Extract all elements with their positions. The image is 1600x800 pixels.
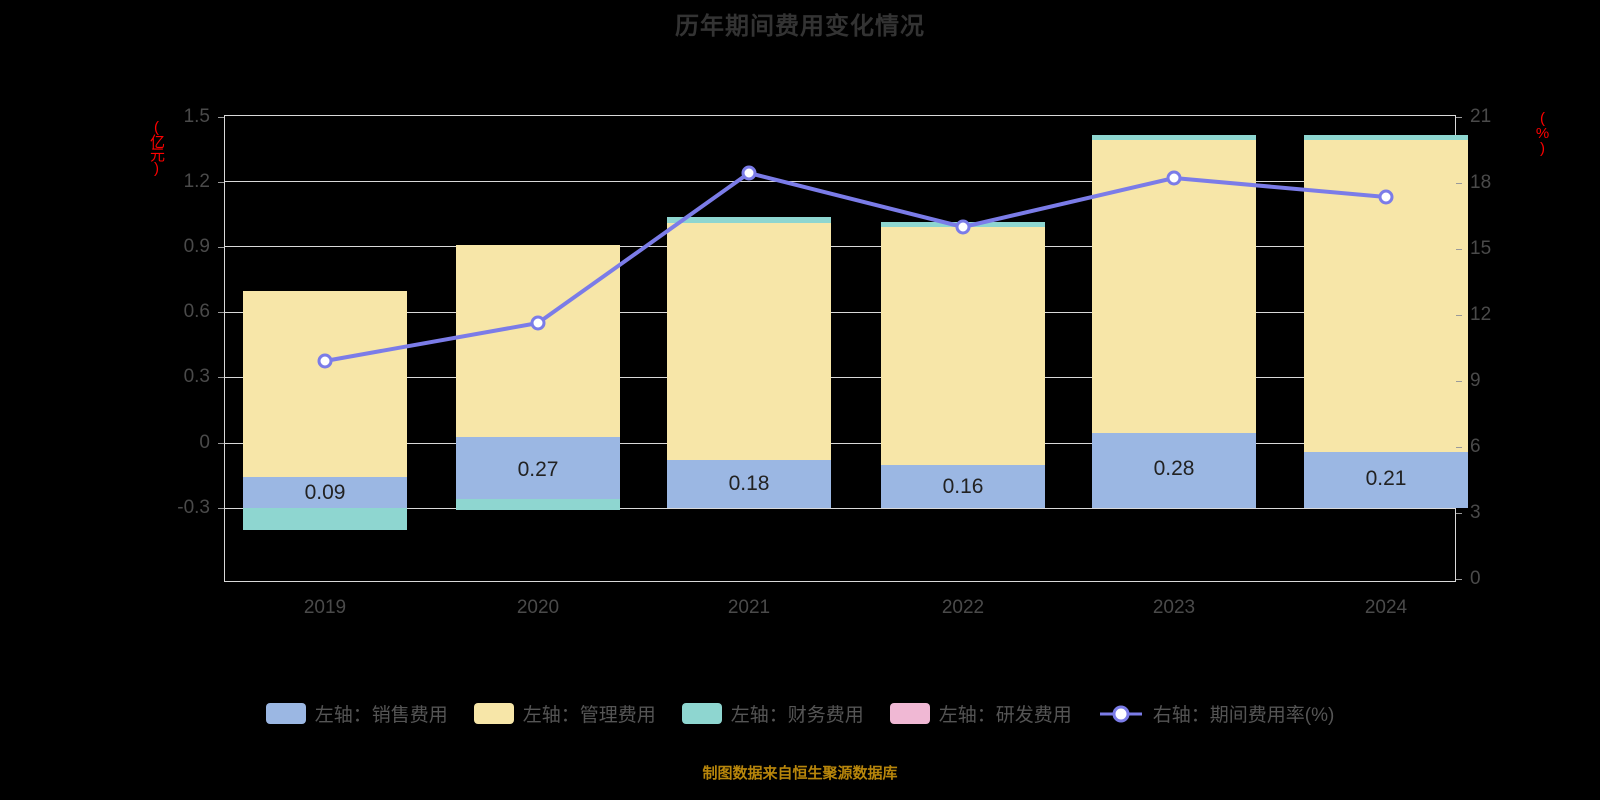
bar-segment-admin-2020[interactable] [456, 245, 620, 437]
y-axis-right-tick-label: 3 [1470, 502, 1481, 523]
y-axis-left-tick [218, 117, 224, 118]
gridline-5 [224, 443, 1456, 444]
y-axis-left-tick [218, 247, 224, 248]
legend-swatch-icon [889, 703, 930, 724]
y-axis-right-tick [1456, 579, 1462, 580]
line-series-layer [317, 165, 1394, 369]
bar-segment-finance-2019[interactable] [243, 508, 407, 530]
expense-rate-line [323, 171, 1388, 363]
gridline-4 [224, 377, 1456, 378]
legend-label: 左轴：研发费用 [938, 705, 1072, 726]
bar-value-label-2024: 0.21 [1365, 467, 1407, 490]
gridline-2 [224, 246, 1456, 247]
bar-value-label-2023: 0.28 [1153, 457, 1195, 480]
y-axis-left-tick-label: 0.3 [183, 366, 210, 387]
y-axis-left-tick [218, 182, 224, 183]
line-marker-2021[interactable] [741, 165, 757, 181]
bar-segment-sales-2024[interactable] [1304, 452, 1468, 508]
y-axis-left-tick-label: 1.2 [183, 171, 210, 192]
bar-value-label-2019: 0.09 [304, 481, 346, 504]
legend-label: 右轴：期间费用率(%) [1152, 705, 1335, 726]
y-axis-right-tick-label: 15 [1470, 238, 1492, 259]
y-axis-right-tick [1456, 183, 1462, 184]
bar-segment-sales-2019[interactable] [243, 477, 407, 508]
y-axis-right-unit: (%) [1534, 110, 1551, 155]
y-axis-right-tick-label: 0 [1470, 568, 1481, 589]
legend-label: 左轴：销售费用 [314, 705, 448, 726]
y-axis-right-tick [1456, 249, 1462, 250]
y-axis-left-tick [218, 377, 224, 378]
y-axis-right-tick [1456, 513, 1462, 514]
legend-label: 左轴：财务费用 [730, 705, 864, 726]
legend-swatch-icon [473, 703, 514, 724]
legend-swatch-icon [681, 703, 722, 724]
y-axis-right-tick [1456, 315, 1462, 316]
page-title: 历年期间费用变化情况 [675, 13, 925, 40]
bar-value-label-2021: 0.18 [728, 472, 770, 495]
y-axis-left-tick-label: 0.9 [183, 236, 210, 257]
y-axis-left-tick [218, 508, 224, 509]
bar-segment-finance-2020[interactable] [456, 499, 620, 510]
bar-segment-admin-2019[interactable] [243, 291, 407, 477]
y-axis-left-unit: (亿元) [148, 119, 165, 175]
legend-admin[interactable]: 左轴：管理费用 [473, 700, 656, 727]
bar-segment-sales-2022[interactable] [881, 465, 1045, 508]
bar-segment-sales-2020[interactable] [456, 437, 620, 499]
plot-area: 0.09 0.27 0.18 0.16 0.28 0.21 1.5 1.2 0.9 0.6 0.3… [148, 106, 1551, 618]
y-axis-right-tick [1456, 117, 1462, 118]
bar-segment-finance-2021[interactable] [667, 217, 831, 223]
y-axis-left-tick-label: 0 [199, 432, 210, 453]
footer-note: 制图数据来自恒生聚源数据库 [702, 765, 898, 782]
legend-line-marker-icon [1098, 703, 1144, 725]
line-marker-2020[interactable] [530, 315, 546, 331]
bar-segment-finance-2023[interactable] [1092, 135, 1256, 140]
x-axis-line [224, 581, 1456, 582]
line-marker-2022[interactable] [955, 219, 971, 235]
bar-segment-sales-2021[interactable] [667, 460, 831, 508]
y-axis-left-tick [218, 312, 224, 313]
bar-segment-admin-2021[interactable] [667, 223, 831, 460]
x-axis-label-2023: 2023 [1152, 597, 1196, 618]
x-axis-label-2020: 2020 [516, 597, 560, 618]
legend-rnd[interactable]: 左轴：研发费用 [889, 700, 1072, 727]
x-axis-label-2024: 2024 [1364, 597, 1408, 618]
y-axis-left-tick-label: 0.6 [183, 301, 210, 322]
y-axis-left-tick [218, 443, 224, 444]
bar-segment-admin-2022[interactable] [881, 227, 1045, 465]
y-axis-left-line [224, 115, 225, 582]
bar-value-label-2020: 0.27 [517, 458, 559, 481]
gridline-6 [224, 508, 1456, 509]
y-axis-right-tick [1456, 447, 1462, 448]
y-axis-right-tick [1456, 381, 1462, 382]
bar-segment-sales-2023[interactable] [1092, 433, 1256, 508]
legend-sales[interactable]: 左轴：销售费用 [265, 700, 448, 727]
y-axis-right-tick-label: 21 [1470, 106, 1492, 127]
y-axis-right-tick-label: 12 [1470, 304, 1492, 325]
x-axis-label-2021: 2021 [727, 597, 771, 618]
line-marker-2019[interactable] [317, 353, 333, 369]
x-axis-label-2022: 2022 [941, 597, 985, 618]
y-axis-left-tick-label: -0.3 [177, 497, 210, 518]
y-axis-left-tick-label: 1.5 [183, 106, 210, 127]
x-axis-label-2019: 2019 [303, 597, 347, 618]
gridline-3 [224, 312, 1456, 313]
y-axis-right-tick-label: 6 [1470, 436, 1481, 457]
gridline-0 [224, 115, 1456, 116]
y-axis-right-tick-label: 18 [1470, 172, 1492, 193]
legend-swatch-icon [265, 703, 306, 724]
gridline-1 [224, 181, 1456, 182]
legend-rate[interactable]: 右轴：期间费用率(%) [1098, 700, 1335, 727]
y-axis-right-tick-label: 9 [1470, 370, 1481, 391]
bar-segment-finance-2024[interactable] [1304, 135, 1468, 140]
legend-finance[interactable]: 左轴：财务费用 [681, 700, 864, 727]
line-marker-2024[interactable] [1378, 189, 1394, 205]
legend-label: 左轴：管理费用 [522, 705, 656, 726]
bar-value-label-2022: 0.16 [942, 475, 984, 498]
line-marker-2023[interactable] [1166, 170, 1182, 186]
legend: 左轴：销售费用 左轴：管理费用 左轴：财务费用 左轴：研发费用 右轴：期间费用率(%) [0, 700, 1600, 727]
